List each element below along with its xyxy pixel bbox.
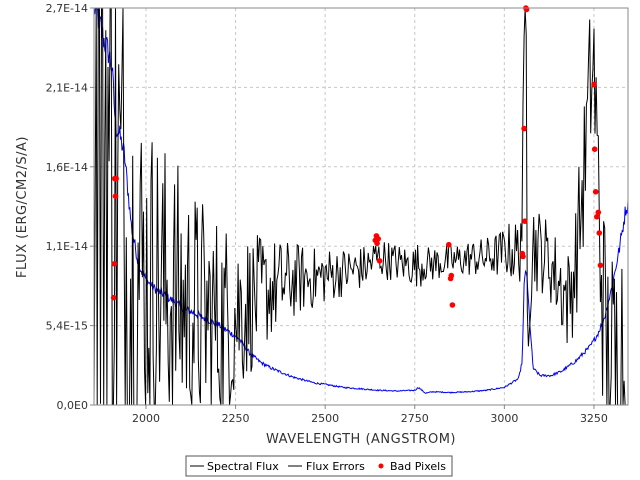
bad-pixel-point: [591, 146, 598, 152]
y-tick-label: 2,1E-14: [46, 81, 88, 94]
legend-label-bad-pixels: Bad Pixels: [390, 460, 446, 473]
bad-pixel-point: [111, 261, 118, 267]
plot-frame: [93, 7, 629, 406]
bad-pixel-point: [112, 193, 119, 199]
bad-pixel-point: [448, 272, 455, 279]
bad-pixel-point: [375, 236, 382, 242]
legend-box: [185, 455, 453, 477]
x-tick-label: 2000: [132, 412, 160, 425]
bad-pixel-point: [596, 230, 603, 236]
x-axis: 2000 2250 2500 2750 3000 3250: [132, 405, 608, 425]
series-lines: [93, 7, 629, 406]
bad-pixel-point: [597, 262, 604, 269]
y-tick-label: 1,1E-14: [46, 240, 88, 253]
x-tick-label: 2750: [401, 412, 429, 425]
y-tick-label: 0,0E0: [57, 399, 88, 412]
x-tick-label: 2250: [222, 412, 250, 425]
legend-label-spectral-flux: Spectral Flux: [207, 460, 279, 473]
bad-pixel-point: [110, 294, 117, 301]
series-spectral-flux: [93, 7, 628, 406]
bad-pixel-point: [592, 189, 599, 195]
bad-pixel-point: [595, 209, 602, 216]
y-tick-label: 5,4E-15: [46, 320, 88, 333]
y-tick-label: 2,7E-14: [46, 2, 88, 15]
bad-pixel-point: [374, 240, 380, 247]
bad-pixel-point: [449, 302, 456, 308]
x-tick-label: 3000: [490, 412, 518, 425]
x-tick-label: 2500: [311, 412, 339, 425]
bad-pixel-point: [520, 253, 526, 260]
y-axis-title: FLUX (ERG/CM2/S/A): [15, 136, 30, 278]
x-tick-label: 3250: [580, 412, 608, 425]
bad-pixel-point: [594, 214, 600, 220]
legend-label-flux-errors: Flux Errors: [306, 460, 365, 473]
legend: Spectral Flux Flux Errors Bad Pixels: [185, 455, 453, 477]
legend-swatch-bad-pixels: [378, 463, 384, 469]
bad-pixel-point: [591, 81, 597, 88]
bad-pixel-point: [522, 218, 528, 224]
y-tick-label: 1,6E-14: [46, 161, 88, 174]
bad-pixel-point: [521, 125, 527, 132]
bad-pixel-point: [376, 258, 383, 264]
y-axis: 0,0E0 5,4E-15 1,1E-14 1,6E-14 2,1E-14 2,7E-14: [46, 2, 94, 412]
bad-pixel-point: [113, 175, 119, 182]
x-axis-title: WAVELENGTH (ANGSTROM): [266, 432, 456, 447]
bad-pixel-point: [446, 241, 452, 248]
